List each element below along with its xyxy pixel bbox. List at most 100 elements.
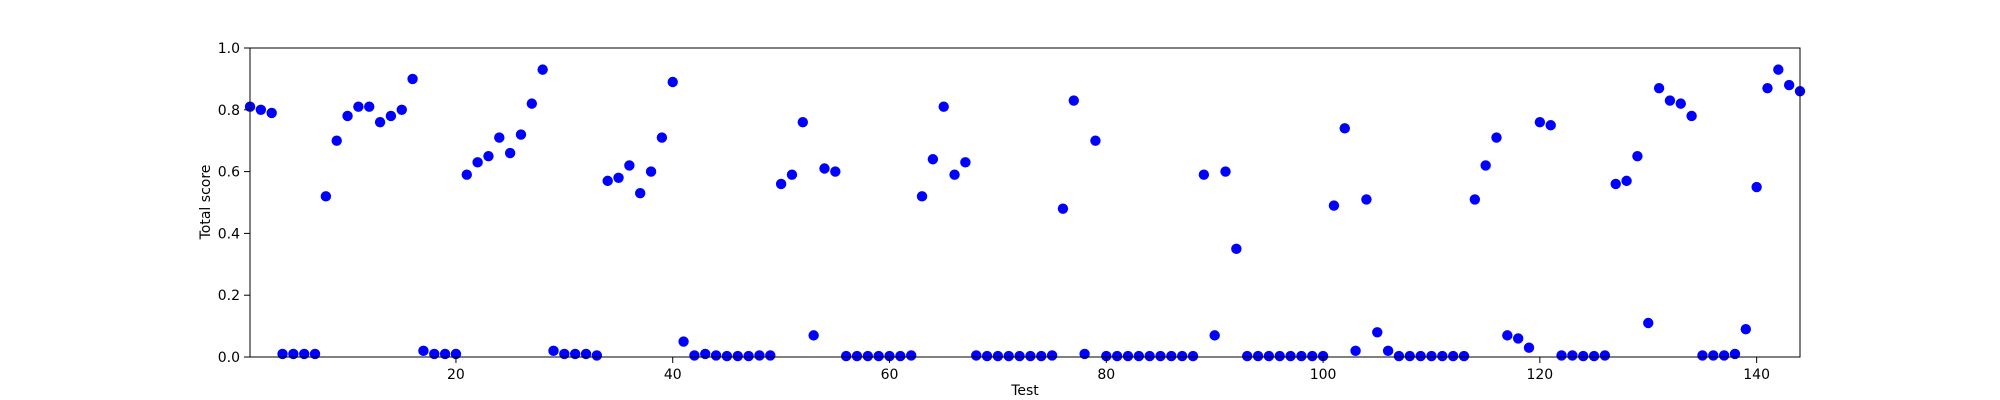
data-point (1632, 150, 1643, 162)
data-point (927, 154, 939, 165)
data-point (689, 350, 700, 361)
y-axis-label: Total score (198, 165, 214, 241)
data-point (461, 169, 472, 180)
y-tick-label: 0.0 (218, 350, 240, 366)
data-point (515, 129, 527, 140)
data-point (288, 348, 299, 360)
data-point (981, 350, 993, 362)
data-point (1534, 116, 1546, 128)
data-point (656, 132, 668, 143)
data-point (1328, 200, 1340, 211)
data-point (992, 350, 1004, 362)
data-point (494, 132, 505, 143)
data-point (1762, 82, 1773, 94)
data-point (1155, 350, 1166, 362)
data-point (309, 348, 321, 360)
data-point (1578, 350, 1589, 362)
data-point (905, 350, 917, 361)
x-tick-label: 20 (447, 367, 465, 383)
data-point (1502, 330, 1513, 341)
data-point (472, 157, 483, 168)
data-point (700, 348, 711, 360)
data-point (1621, 175, 1632, 187)
data-point (949, 169, 960, 180)
data-point (808, 330, 819, 341)
y-tick-label: 0.4 (218, 226, 240, 242)
data-point (1046, 350, 1058, 361)
data-point (895, 350, 906, 362)
y-tick-label: 0.6 (218, 165, 240, 181)
data-point (266, 107, 277, 119)
data-point (1567, 350, 1578, 361)
data-points (244, 64, 1806, 362)
data-point (1350, 345, 1361, 357)
data-point (591, 350, 603, 361)
data-point (732, 350, 743, 362)
data-point (786, 169, 798, 180)
y-tick-label: 0.2 (218, 288, 240, 304)
data-point (1697, 350, 1708, 361)
data-point (1209, 330, 1220, 341)
data-point (1523, 342, 1535, 353)
data-point (1556, 350, 1567, 361)
data-point (754, 350, 765, 361)
data-point (255, 104, 267, 116)
data-point (385, 110, 397, 122)
data-point (548, 345, 559, 357)
data-point (710, 350, 722, 361)
data-point (851, 350, 863, 362)
data-point (1512, 333, 1524, 344)
data-point (1588, 350, 1600, 362)
data-point (645, 166, 657, 177)
data-point (1220, 166, 1231, 177)
x-axis-label: Test (1010, 383, 1039, 399)
plot-area (250, 48, 1800, 357)
data-point (1447, 350, 1459, 362)
data-point (299, 348, 310, 360)
data-point (1372, 327, 1383, 338)
data-point (1404, 350, 1415, 362)
x-tick-label: 60 (881, 367, 899, 383)
data-point (1426, 350, 1437, 362)
data-point (569, 348, 581, 360)
x-tick-label: 40 (664, 367, 682, 383)
data-point (1740, 323, 1752, 335)
data-point (613, 172, 624, 183)
data-point (635, 188, 646, 199)
data-point (1122, 350, 1134, 362)
data-point (1317, 350, 1329, 362)
data-point (407, 73, 418, 85)
data-point (504, 147, 516, 159)
data-point (418, 345, 429, 357)
data-point (1469, 194, 1481, 205)
data-point (1231, 243, 1242, 255)
data-point (1242, 350, 1253, 362)
data-point (353, 101, 364, 112)
data-point (916, 191, 928, 202)
data-point (678, 336, 689, 347)
data-point (342, 110, 353, 122)
data-point (830, 166, 841, 177)
data-point (1090, 135, 1101, 146)
data-point (1610, 178, 1621, 190)
data-point (1458, 350, 1470, 362)
data-point (1545, 120, 1556, 131)
data-point (1686, 110, 1697, 122)
x-tick-label: 120 (1526, 367, 1553, 383)
data-point (1339, 123, 1350, 134)
data-point (1437, 350, 1448, 362)
data-point (1111, 350, 1123, 362)
y-tick-label: 0.8 (218, 103, 240, 119)
data-point (1718, 350, 1730, 361)
data-point (331, 135, 342, 146)
data-point (1296, 350, 1307, 362)
data-point (1393, 350, 1405, 362)
y-tick-label: 1.0 (218, 41, 240, 57)
data-point (364, 101, 375, 112)
x-tick-label: 80 (1097, 367, 1115, 383)
data-point (721, 350, 733, 362)
data-point (1285, 350, 1296, 362)
data-point (1133, 350, 1145, 362)
data-point (1068, 95, 1079, 106)
